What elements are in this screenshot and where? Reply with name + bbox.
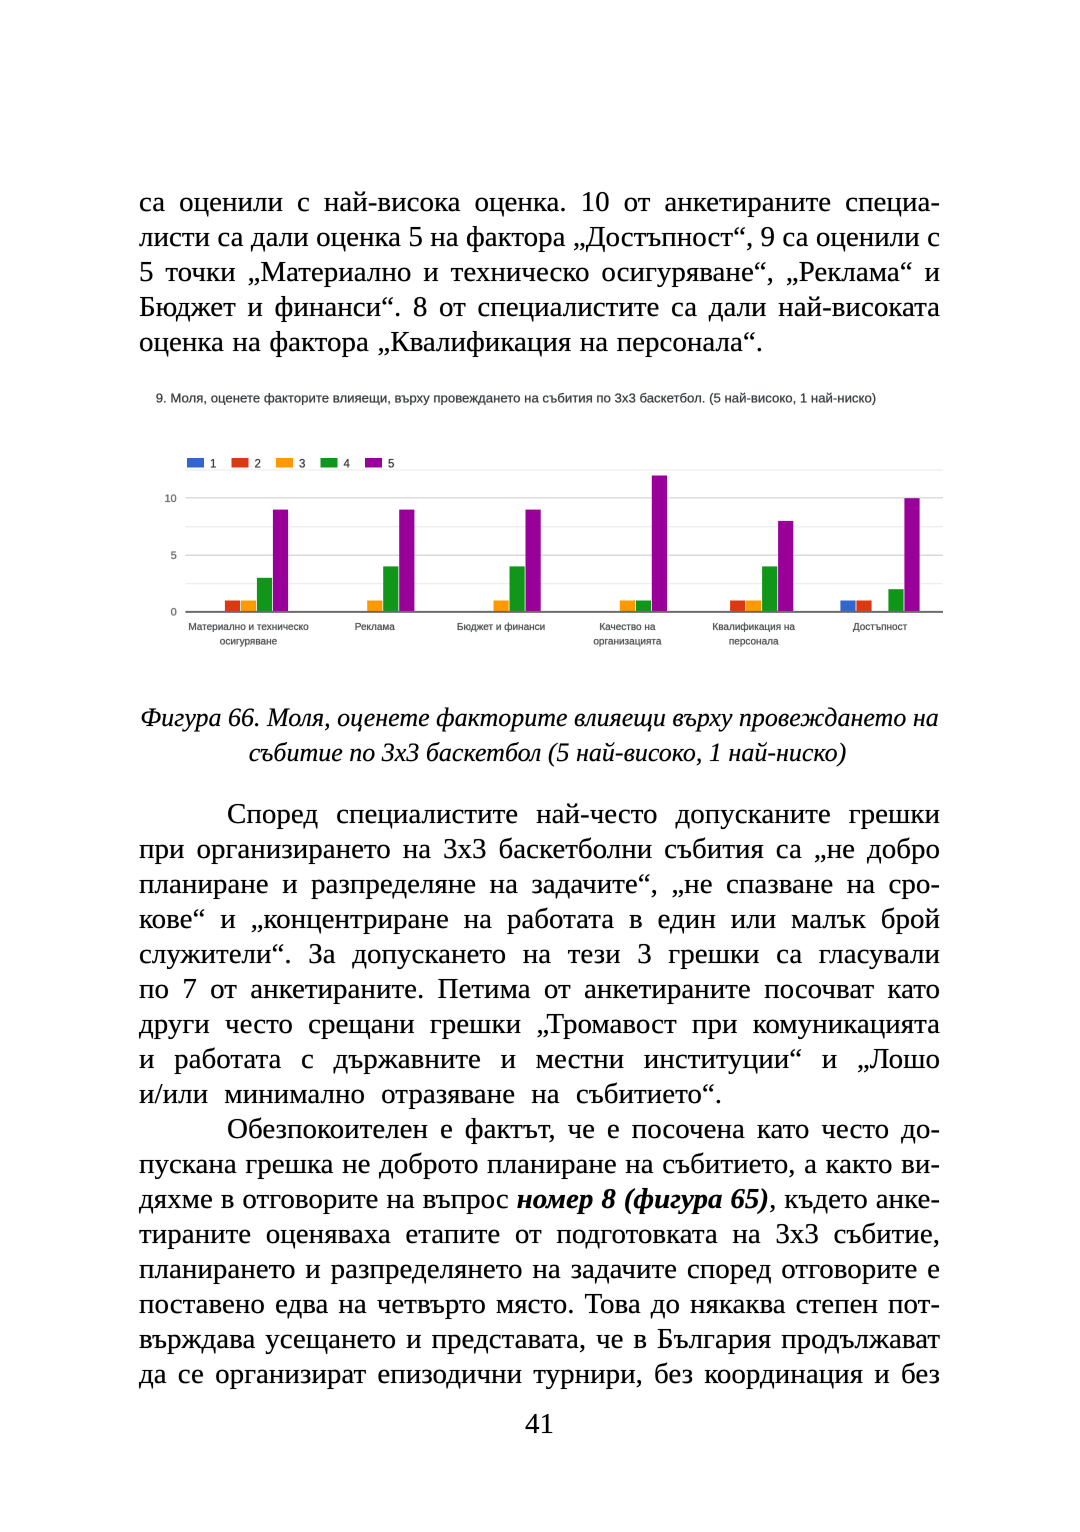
- svg-text:организацията: организацията: [593, 637, 662, 648]
- svg-text:Бюджет и финанси: Бюджет и финанси: [457, 621, 545, 633]
- svg-text:10: 10: [164, 493, 176, 505]
- svg-text:0: 0: [171, 607, 177, 619]
- svg-text:1: 1: [210, 458, 216, 470]
- svg-text:персонала: персонала: [729, 637, 779, 648]
- svg-text:4: 4: [344, 458, 351, 470]
- svg-text:осигуряване: осигуряване: [220, 637, 278, 648]
- svg-text:Квалификация на: Квалификация на: [712, 621, 795, 633]
- svg-text:2: 2: [255, 458, 261, 470]
- svg-text:Качество на: Качество на: [599, 622, 656, 633]
- svg-text:Реклама: Реклама: [355, 622, 396, 633]
- svg-text:Материално и техническо: Материално и техническо: [188, 622, 309, 633]
- svg-text:3: 3: [299, 458, 305, 470]
- svg-text:5: 5: [388, 458, 394, 470]
- svg-text:9. Моля, оценете факторите вли: 9. Моля, оценете факторите влияещи, върх…: [156, 390, 877, 405]
- svg-text:Достъпност: Достъпност: [853, 622, 908, 633]
- svg-text:5: 5: [171, 550, 177, 562]
